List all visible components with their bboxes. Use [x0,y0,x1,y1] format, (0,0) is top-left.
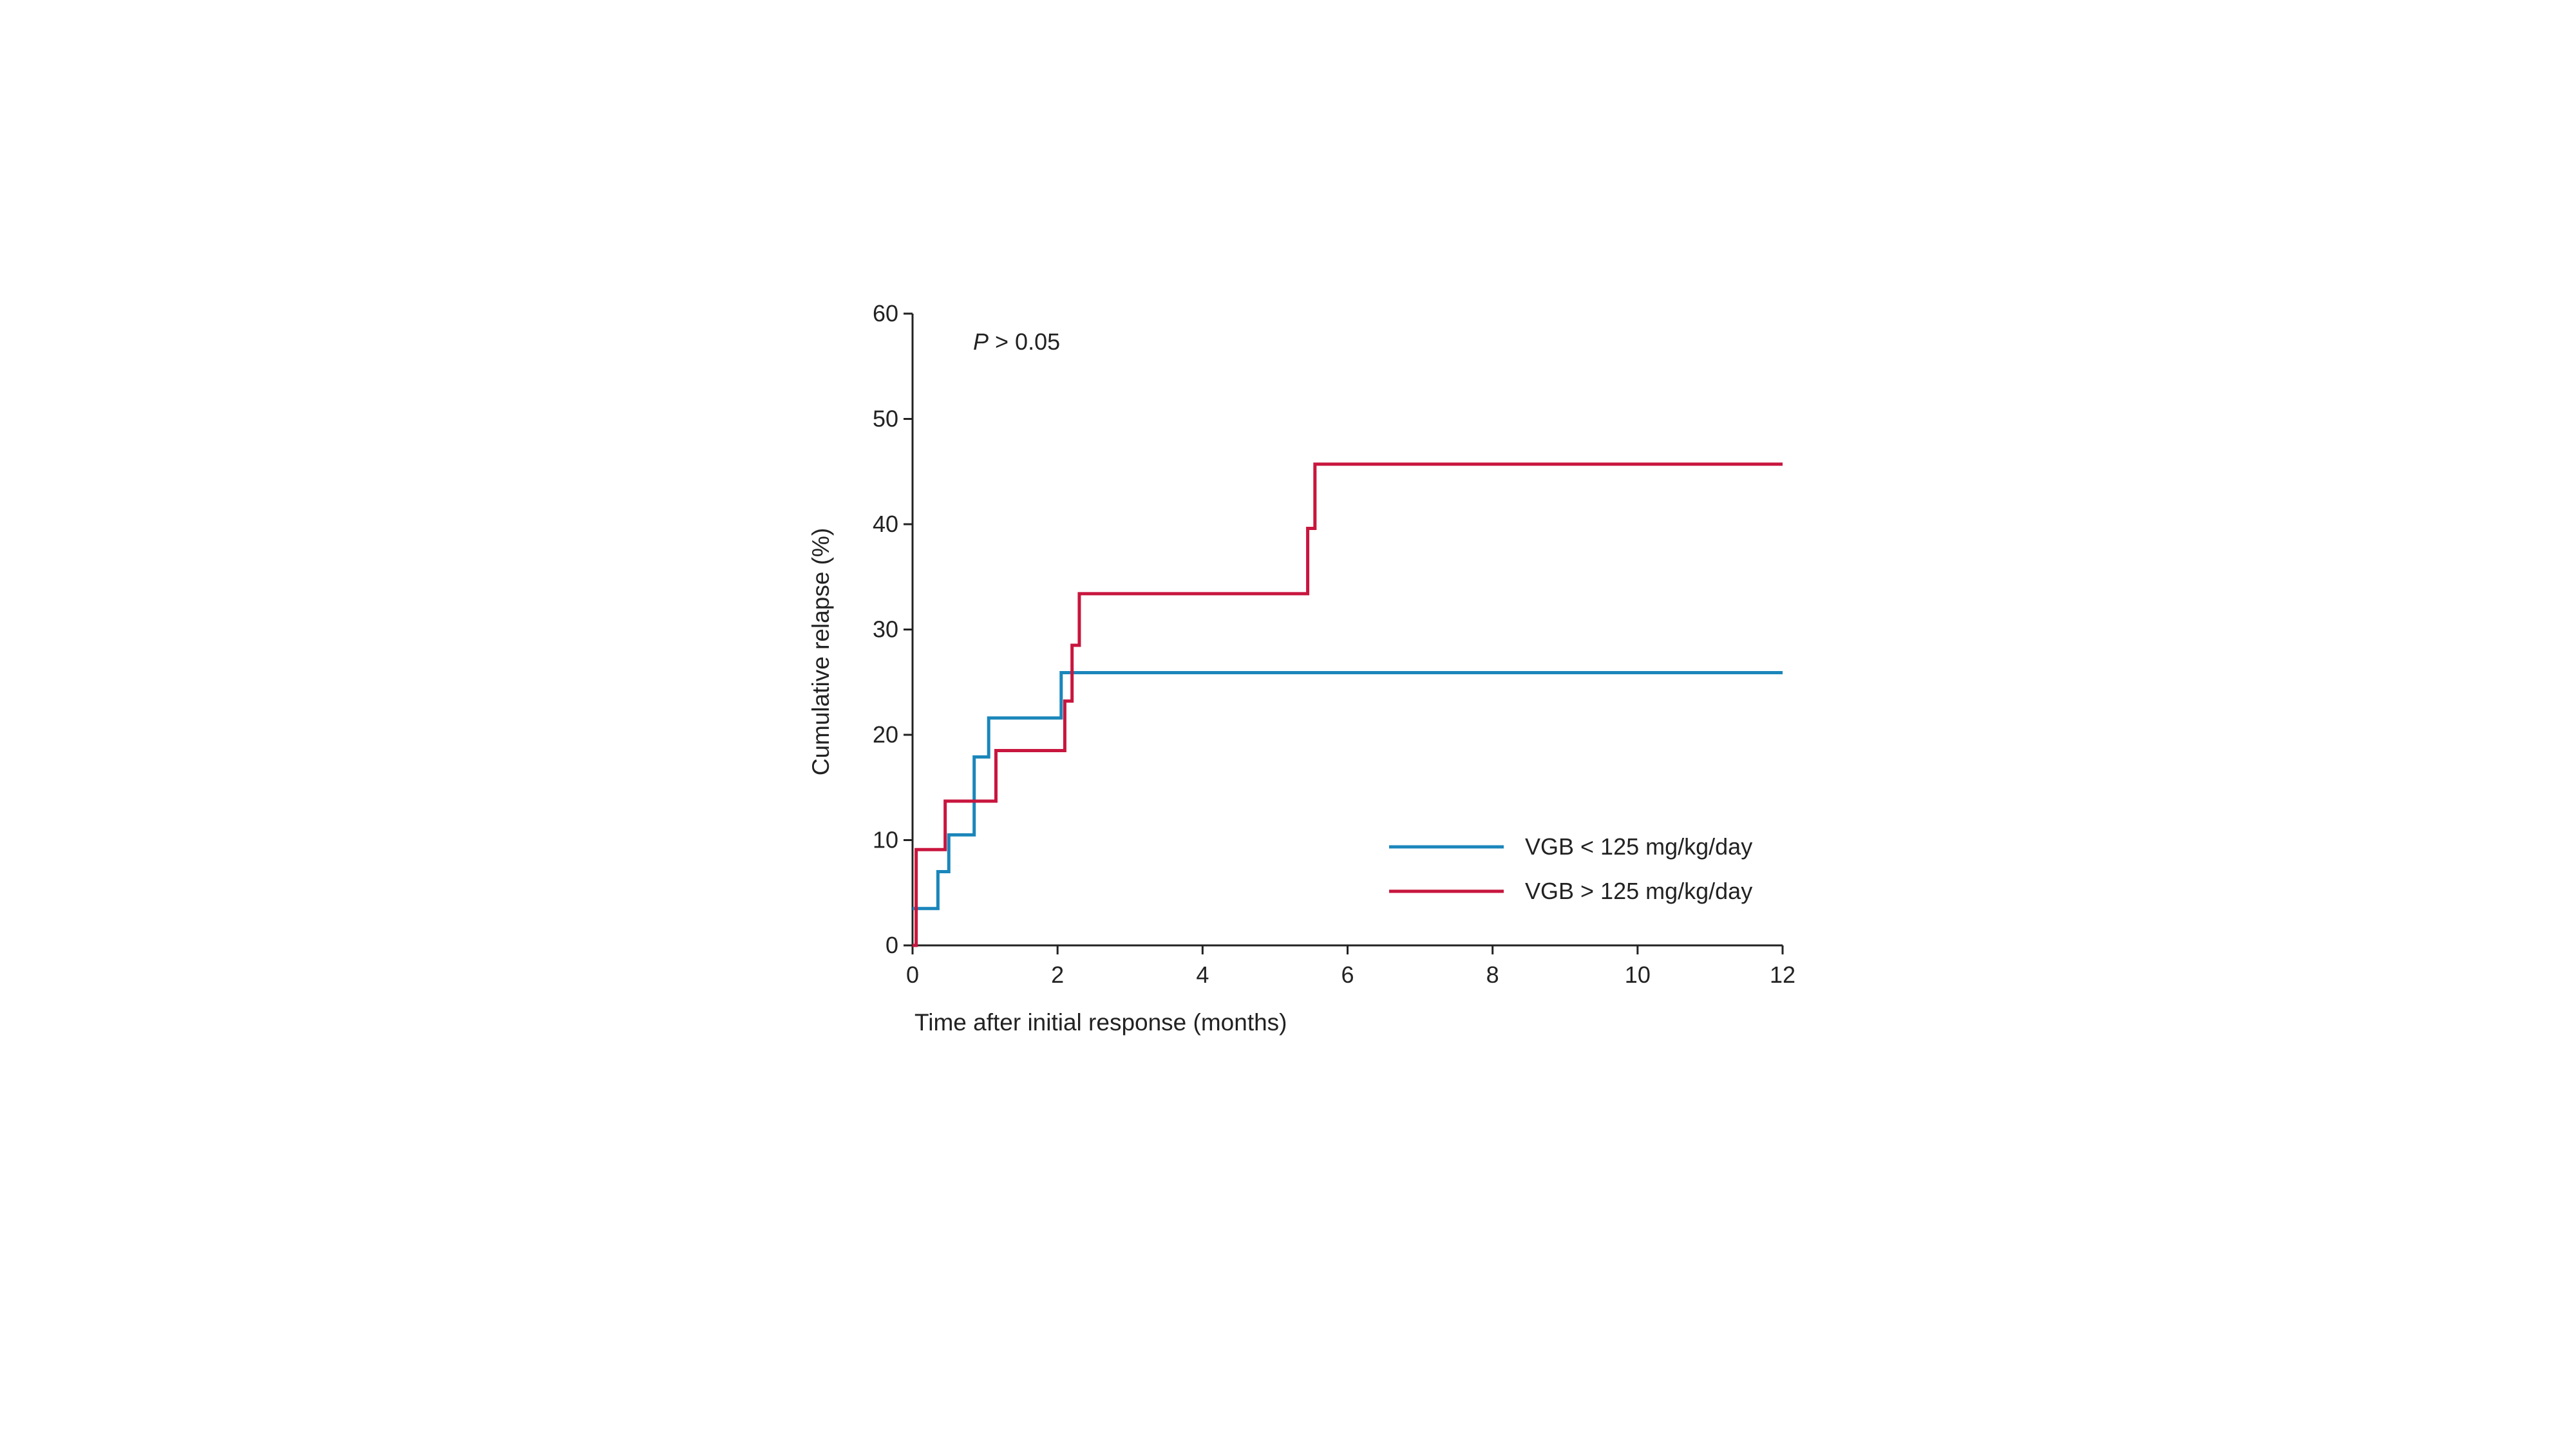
y-tick-label: 50 [873,406,898,432]
x-tick-label: 0 [906,961,919,988]
x-tick-label: 8 [1486,961,1499,988]
x-tick-label: 4 [1196,961,1209,988]
x-axis-label: Time after initial response (months) [914,1009,1287,1036]
x-tick-label: 2 [1051,961,1064,988]
x-ticks: 0 2 4 6 8 10 12 [906,945,1795,988]
series-line-vgb-low [913,671,1783,911]
y-tick-label: 40 [873,511,898,537]
series-layer [913,462,1783,947]
x-tick-label: 12 [1770,961,1795,988]
y-tick-label: 0 [886,932,898,958]
p-value-text: > 0.05 [989,328,1060,355]
y-tick-label: 60 [873,300,898,327]
x-tick-label: 10 [1625,961,1651,988]
y-tick-label: 20 [873,721,898,748]
y-axis-label: Cumulative relapse (%) [808,528,834,776]
p-value-annotation: P > 0.05 [973,328,1060,355]
legend-label-vgb-low: VGB < 125 mg/kg/day [1525,833,1752,860]
y-tick-label: 30 [873,616,898,643]
y-tick-label: 10 [873,827,898,853]
legend-label-vgb-high: VGB > 125 mg/kg/day [1525,878,1752,904]
legend: VGB < 125 mg/kg/day VGB > 125 mg/kg/day [1389,833,1752,904]
x-tick-label: 6 [1341,961,1354,988]
y-ticks: 0 10 20 30 40 50 60 [873,300,913,958]
p-symbol: P [973,328,989,355]
series-line-vgb-high [913,462,1783,947]
axes: 0 10 20 30 40 50 60 0 2 4 6 8 10 12 [873,300,1795,988]
